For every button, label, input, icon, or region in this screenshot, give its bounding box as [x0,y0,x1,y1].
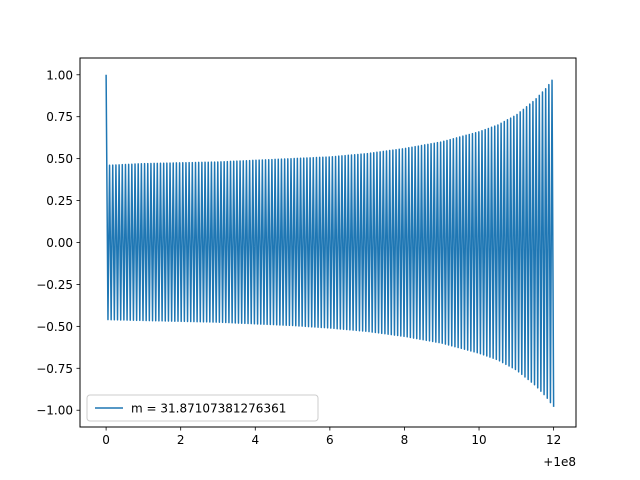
x-tick-label: 4 [251,433,259,447]
y-tick-label: 0.00 [46,236,73,250]
legend-label: m = 31.87107381276361 [131,402,286,416]
y-tick-label: 0.50 [46,152,73,166]
x-tick-label: 10 [471,433,486,447]
x-tick-label: 6 [326,433,334,447]
x-tick-label: 0 [102,433,110,447]
series-line [105,74,555,407]
y-tick-label: 0.25 [46,194,73,208]
series-layer [105,74,555,407]
y-tick-label: −0.50 [36,320,73,334]
y-tick-label: 1.00 [46,68,73,82]
x-axis: 0 2 4 6 8 10 12 [102,427,561,447]
legend: m = 31.87107381276361 [86,394,319,422]
y-tick-label: −0.25 [36,278,73,292]
y-tick-label: −1.00 [36,404,73,418]
y-axis: 1.00 0.75 0.50 0.25 0.00 −0.25 −0.50 −0.75 −1.00 [36,68,80,418]
y-tick-label: −0.75 [36,362,73,376]
x-tick-label: 12 [546,433,561,447]
x-offset-label: +1e8 [543,455,576,469]
y-tick-label: 0.75 [46,110,73,124]
x-tick-label: 8 [401,433,409,447]
x-tick-label: 2 [177,433,185,447]
legend-box [86,394,319,422]
